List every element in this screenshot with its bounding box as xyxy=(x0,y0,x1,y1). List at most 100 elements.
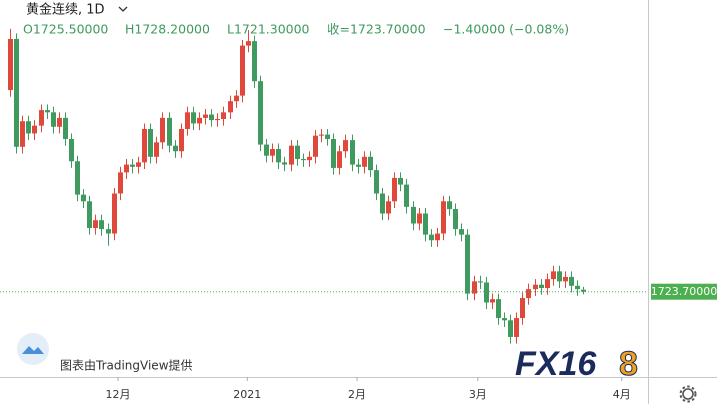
watermark: 图表由TradingView提供 FX16 8 xyxy=(17,333,638,383)
candle-body xyxy=(459,229,464,235)
candle-body xyxy=(209,114,214,121)
candle-body xyxy=(575,285,580,290)
candle-body xyxy=(514,318,519,337)
candle-body xyxy=(282,162,287,165)
candle-body xyxy=(81,194,86,202)
x-tick-label: 2月 xyxy=(348,388,366,401)
gear-teeth[interactable] xyxy=(679,385,697,403)
candle-body xyxy=(435,233,440,241)
candle-body xyxy=(392,177,397,202)
candle-body xyxy=(581,289,586,292)
candle-body xyxy=(313,135,318,157)
low-value: L1721.30000 xyxy=(227,22,310,37)
candle-body xyxy=(380,193,385,214)
candle-body xyxy=(234,95,239,102)
candle-body xyxy=(99,220,104,230)
candle-body xyxy=(167,117,172,146)
candle-body xyxy=(350,140,355,165)
candle-body xyxy=(215,118,220,121)
candle-body xyxy=(142,129,147,163)
candle-body xyxy=(112,193,117,234)
candle-body xyxy=(32,125,37,134)
candle-body xyxy=(319,134,324,136)
x-tick-label: 12月 xyxy=(105,388,130,401)
credit: 图表由TradingView提供 xyxy=(60,358,193,373)
candle-body xyxy=(197,117,202,124)
candle-body xyxy=(191,112,196,124)
candle-body xyxy=(221,112,226,119)
candle-body xyxy=(557,271,562,282)
candle-body xyxy=(39,110,44,126)
x-tick-label: 3月 xyxy=(469,388,487,401)
candle-body xyxy=(539,284,544,289)
candle-body xyxy=(356,164,361,167)
x-tick-label: 4月 xyxy=(613,388,631,401)
candle-body xyxy=(148,129,153,157)
settings-icon[interactable] xyxy=(679,385,697,403)
candle-body xyxy=(295,145,300,160)
candle-body xyxy=(337,151,342,168)
candle-body xyxy=(551,271,556,280)
candle-body xyxy=(20,121,25,147)
candle-body xyxy=(87,201,92,228)
candle-body xyxy=(51,112,56,127)
candle-body xyxy=(362,156,367,167)
candle-body xyxy=(508,320,513,337)
candle-body xyxy=(160,117,165,143)
candle-body xyxy=(276,149,281,163)
close-value: 收=1723.70000 xyxy=(327,22,426,37)
candle-body xyxy=(154,142,159,157)
candle-body xyxy=(453,209,458,230)
tv-logo-mark xyxy=(22,346,44,354)
candle-body xyxy=(240,45,245,96)
x-tick-label: 2021 xyxy=(233,388,261,401)
candle-body xyxy=(185,112,190,130)
open-value: O1725.50000 xyxy=(23,22,108,37)
candle-body xyxy=(386,201,391,214)
candle-body xyxy=(289,145,294,165)
candle-body xyxy=(136,162,141,167)
candle-body xyxy=(478,281,483,283)
candle-body xyxy=(228,101,233,113)
candle-body xyxy=(106,229,111,234)
candle-body xyxy=(270,149,275,156)
candle-body xyxy=(45,110,50,113)
candle-body xyxy=(258,81,263,145)
candle-body xyxy=(502,318,507,321)
candle-body xyxy=(545,279,550,289)
candle-body xyxy=(411,206,416,224)
candle-body xyxy=(343,140,348,152)
candle-body xyxy=(404,184,409,207)
candle-body xyxy=(398,177,403,185)
candle-body xyxy=(14,38,19,147)
candle-body xyxy=(301,159,306,161)
candle-body xyxy=(173,145,178,152)
candle-body xyxy=(26,121,31,134)
candle-body xyxy=(472,281,477,294)
gear[interactable] xyxy=(682,388,694,400)
brand-tail: 8 xyxy=(619,345,638,383)
candle-body xyxy=(374,170,379,194)
candle-body xyxy=(520,298,525,319)
high-value: H1728.20000 xyxy=(125,22,210,37)
brand-main: FX16 xyxy=(515,345,597,383)
candle-body xyxy=(264,144,269,156)
candle-body xyxy=(246,41,251,46)
candle-body xyxy=(252,41,257,82)
candle-body xyxy=(423,213,428,235)
candle-body xyxy=(484,282,489,303)
candle-body xyxy=(490,299,495,303)
candle-body xyxy=(429,234,434,241)
candle-body xyxy=(526,289,531,299)
symbol-menu[interactable] xyxy=(118,6,128,12)
candle-body xyxy=(69,139,74,162)
tv-logo xyxy=(17,333,49,365)
candle-body xyxy=(8,38,13,91)
candle-body xyxy=(533,284,538,290)
candle-body xyxy=(124,164,129,173)
candle-body xyxy=(447,201,452,210)
candle-body xyxy=(441,201,446,234)
